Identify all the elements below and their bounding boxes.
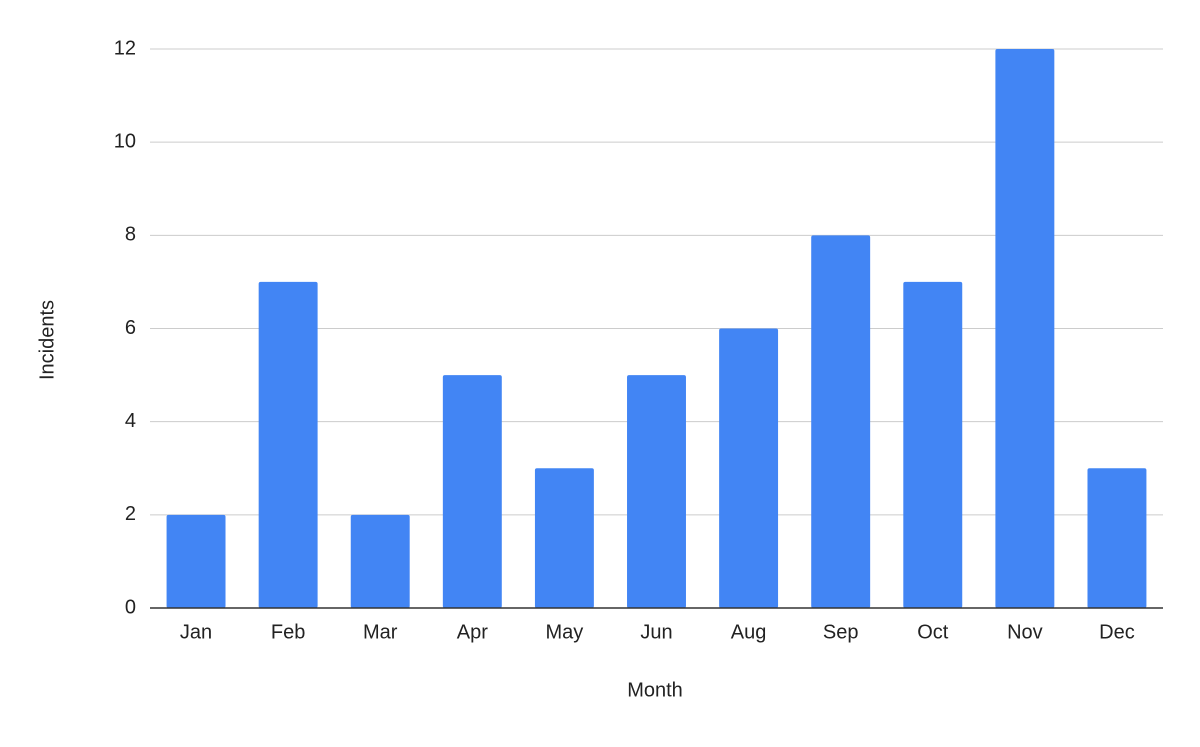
bar (166, 514, 226, 608)
x-tick-label: May (546, 621, 584, 643)
y-tick-label: 12 (114, 37, 136, 59)
x-tick-label: Nov (1007, 621, 1043, 643)
y-tick-label: 2 (125, 503, 136, 525)
bar (350, 514, 410, 608)
y-tick-label: 8 (125, 224, 136, 246)
x-tick-label: Aug (731, 621, 767, 643)
bar (903, 281, 963, 608)
bar (995, 49, 1055, 608)
y-tick-label: 4 (125, 410, 136, 432)
y-axis-label: Incidents (36, 300, 58, 380)
x-tick-label: Apr (457, 621, 488, 643)
x-tick-label: Sep (823, 621, 859, 643)
bar (627, 375, 686, 608)
x-tick-label: Oct (917, 621, 949, 643)
bar (811, 235, 871, 609)
x-tick-label: Jun (640, 621, 672, 643)
x-tick-label: Feb (271, 621, 305, 643)
y-tick-label: 6 (125, 317, 136, 339)
x-axis-label: Month (627, 679, 683, 701)
bar (534, 468, 594, 608)
y-tick-label: 0 (125, 596, 136, 618)
x-tick-label: Jan (180, 621, 212, 643)
x-tick-label: Dec (1099, 621, 1135, 643)
x-tick-label: Mar (363, 621, 398, 643)
bar (1087, 468, 1147, 608)
bar (258, 281, 318, 608)
bar (719, 328, 779, 608)
y-tick-label: 10 (114, 130, 136, 152)
bar (442, 375, 502, 608)
